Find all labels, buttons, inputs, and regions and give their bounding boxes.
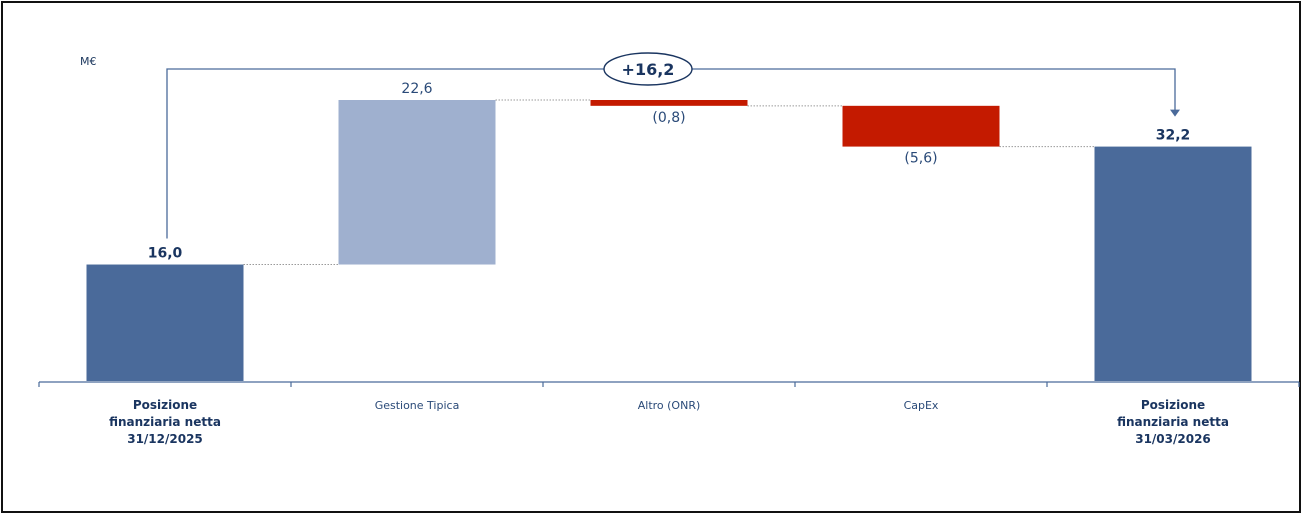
category-label: Altro (ONR): [638, 399, 701, 412]
category-label: 31/03/2026: [1135, 432, 1211, 446]
category-label: Gestione Tipica: [375, 399, 460, 412]
waterfall-chart: M€ 16,0 22,6 (0,8) (5,6) 32,2 Posizione finanzi…: [38, 52, 1300, 446]
delta-bracket-line: [166, 68, 1176, 239]
bar-5: [1094, 146, 1252, 381]
delta-arrow-head: [1170, 109, 1180, 117]
category-label: finanziaria netta: [109, 415, 221, 429]
category-label: Posizione: [1141, 398, 1205, 412]
bar-2: [338, 100, 496, 265]
delta-label: +16,2: [622, 60, 675, 79]
category-label: Posizione: [133, 398, 197, 412]
bar-4: [842, 105, 1000, 147]
category-label: finanziaria netta: [1117, 415, 1229, 429]
value-label: 16,0: [148, 246, 183, 262]
unit-label: M€: [80, 55, 97, 68]
category-label: CapEx: [904, 399, 939, 412]
bar-1: [86, 264, 244, 381]
value-label: 32,2: [1156, 128, 1191, 144]
value-label: (5,6): [904, 151, 937, 167]
bar-3: [590, 100, 748, 106]
category-label: 31/12/2025: [127, 432, 203, 446]
value-label: 22,6: [401, 81, 432, 97]
delta-badge: [603, 52, 693, 86]
value-label: (0,8): [652, 110, 685, 126]
